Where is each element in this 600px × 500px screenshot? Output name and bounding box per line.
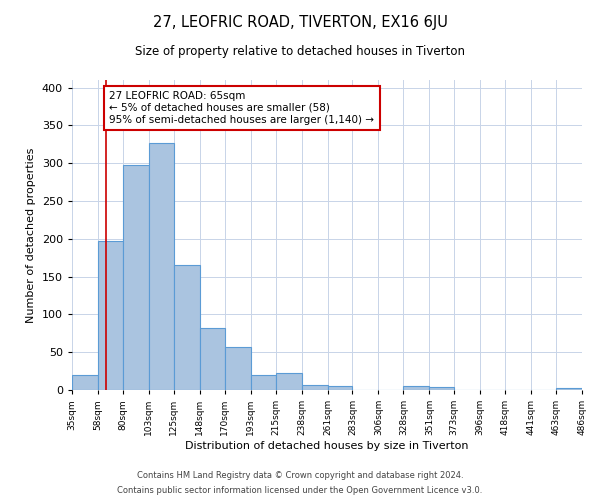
Bar <box>123 164 149 390</box>
Bar <box>302 384 328 390</box>
Bar <box>72 375 98 390</box>
Bar <box>224 347 251 390</box>
Bar <box>251 375 275 390</box>
Bar <box>275 374 302 390</box>
Bar <box>174 265 200 390</box>
Bar <box>200 328 224 390</box>
Text: Size of property relative to detached houses in Tiverton: Size of property relative to detached ho… <box>135 45 465 58</box>
Text: Contains public sector information licensed under the Open Government Licence v3: Contains public sector information licen… <box>118 486 482 495</box>
Bar <box>430 387 454 390</box>
Text: 27, LEOFRIC ROAD, TIVERTON, EX16 6JU: 27, LEOFRIC ROAD, TIVERTON, EX16 6JU <box>152 15 448 30</box>
X-axis label: Distribution of detached houses by size in Tiverton: Distribution of detached houses by size … <box>185 441 469 451</box>
Text: 27 LEOFRIC ROAD: 65sqm
← 5% of detached houses are smaller (58)
95% of semi-deta: 27 LEOFRIC ROAD: 65sqm ← 5% of detached … <box>109 92 374 124</box>
Bar <box>149 143 174 390</box>
Bar <box>403 386 430 390</box>
Text: Contains HM Land Registry data © Crown copyright and database right 2024.: Contains HM Land Registry data © Crown c… <box>137 471 463 480</box>
Bar <box>556 388 582 390</box>
Y-axis label: Number of detached properties: Number of detached properties <box>26 148 36 322</box>
Bar <box>98 241 123 390</box>
Bar <box>328 386 352 390</box>
